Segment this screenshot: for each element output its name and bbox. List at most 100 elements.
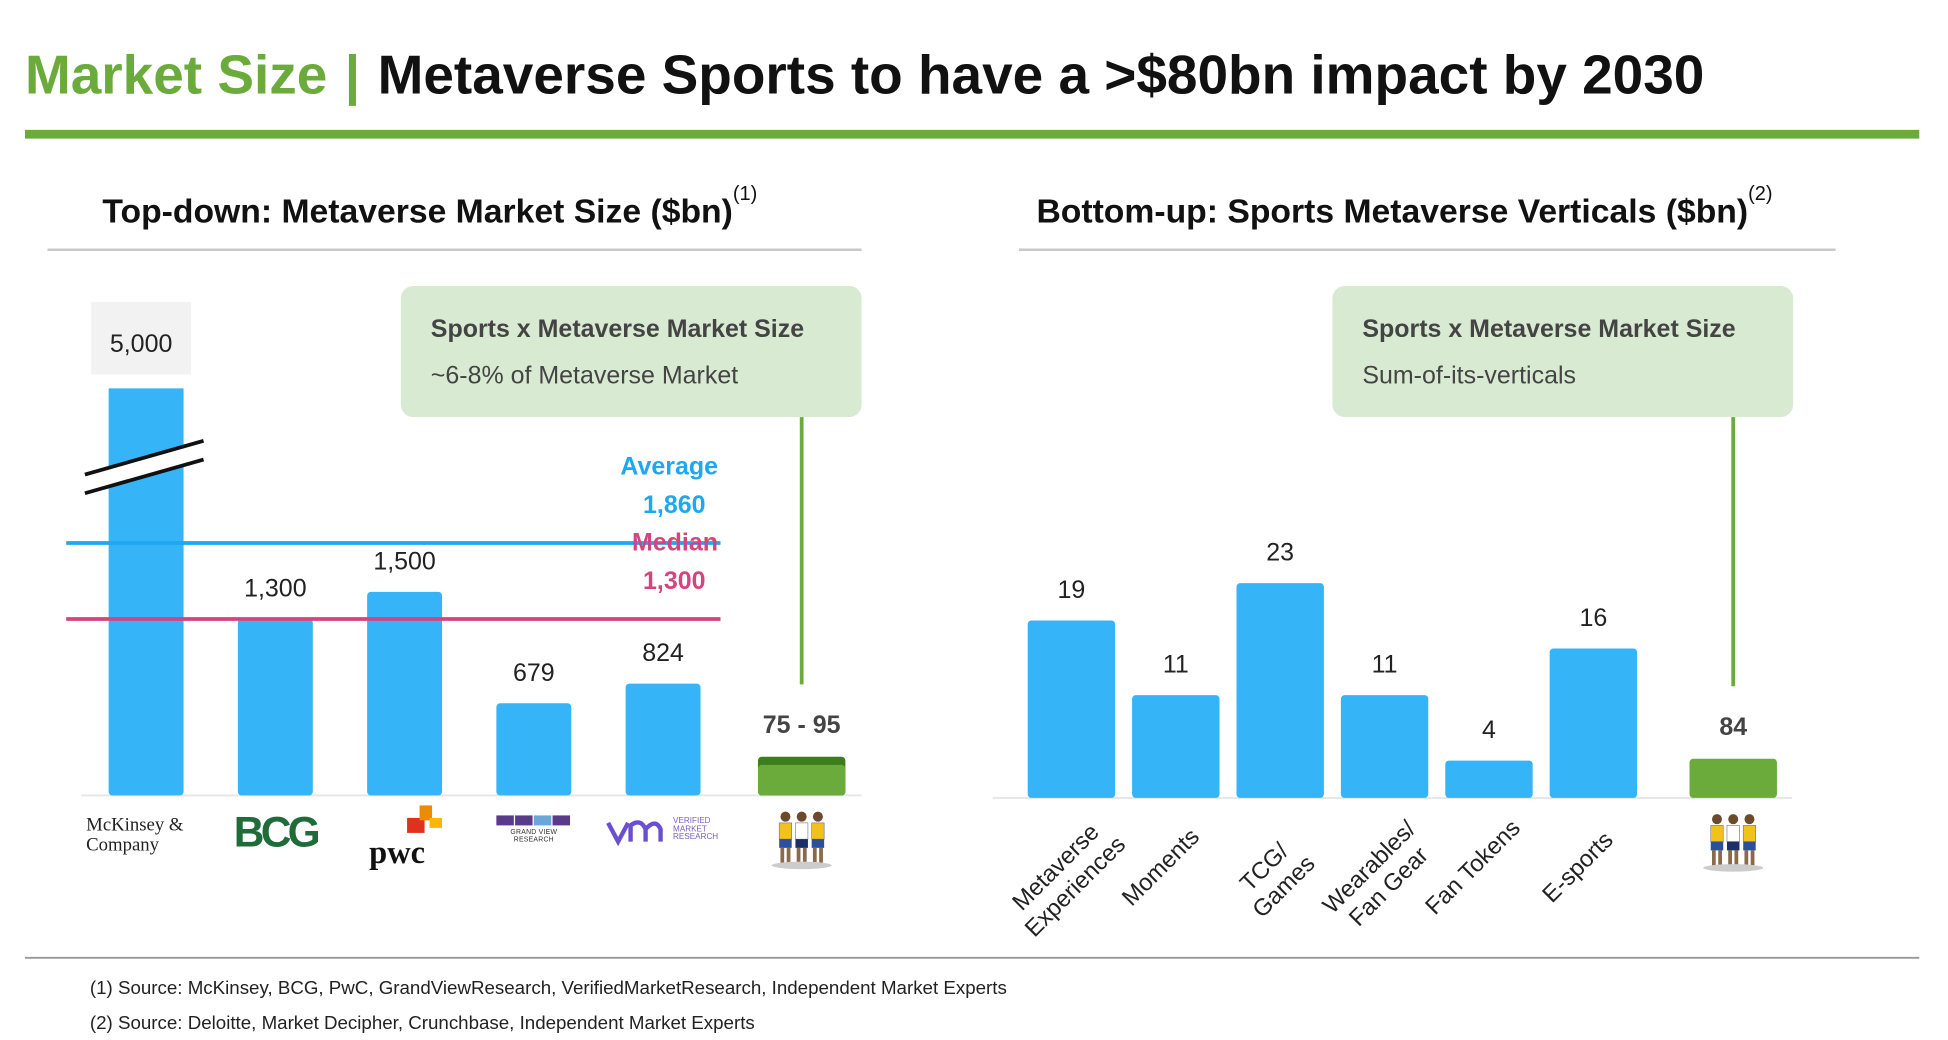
icon-part [1744,850,1749,866]
icon-part [1743,841,1756,851]
icon-part [1710,825,1724,842]
icon-part [795,822,809,840]
chart-title: Top-down: Metaverse Market Size ($bn)(1) [102,183,757,230]
icon-part [1726,841,1740,851]
reference-name: Median [632,528,718,556]
logo-mark [533,815,552,826]
logo-mark [515,815,533,826]
icon-part [819,847,823,863]
chart-title-text: Bottom-up: Sports Metaverse Verticals ($… [1036,192,1748,230]
callout-text: ~6-8% of Metaverse Market [431,361,738,389]
icon-part [1718,850,1722,866]
category-logo: pwc [369,834,426,871]
logo-mark [496,815,514,826]
footnote: (2) Source: Deloitte, Market Decipher, C… [90,1012,755,1033]
bar [625,683,701,796]
callout-title: Sports x Metaverse Market Size [431,315,804,343]
icon-part [1711,850,1716,866]
callout-box [1332,285,1794,418]
title-note: (2) [1748,183,1772,205]
bar [1236,583,1324,798]
sports-icon [1703,814,1764,872]
category-logo: VERIFIED MARKET RESEARCH [673,816,719,842]
icon-part [812,847,817,863]
title-separator: | [345,44,360,107]
category-logo: GRAND VIEW RESEARCH [510,829,558,845]
title-highlight: Market Size [25,44,327,106]
bar [1027,620,1116,798]
icon-part [786,847,791,863]
icon-part [1744,814,1755,825]
value-label: 1,500 [373,547,435,575]
icon-part [779,839,792,848]
callout-text: Sum-of-its-verticals [1362,361,1576,389]
icon-part [811,822,825,840]
label-box [91,302,192,375]
icon-part [1728,814,1739,825]
icon-part [1703,864,1764,872]
value-label: 11 [1372,651,1398,679]
icon-part [796,811,807,822]
highlight-label: 75 - 95 [763,711,841,739]
value-label: 5,000 [110,330,172,358]
bar [237,619,313,796]
sports-icon [771,811,832,870]
icon-part [1711,814,1722,825]
icon-part [1710,841,1724,851]
axis-break [84,438,205,477]
icon-part [780,811,791,822]
value-label: 824 [642,639,684,667]
bar [367,591,443,796]
icon-part [1734,850,1739,866]
value-label: 19 [1058,576,1086,604]
logo-mark [552,815,571,826]
value-label: 16 [1579,604,1607,632]
logo-mark [606,820,663,847]
bar [1549,648,1638,798]
icon-part [795,839,808,848]
chart-title-text: Top-down: Metaverse Market Size ($bn) [102,192,732,230]
reference-value: 1,300 [643,567,705,595]
bar [1340,695,1429,798]
logo-mark [429,817,443,828]
reference-name: Average [620,452,718,480]
icon-part [1750,850,1755,866]
logo-mark [407,817,425,833]
title-main: Metaverse Sports to have a >$80bn impact… [378,44,1705,106]
reference-value: 1,860 [643,491,705,519]
category-logo: BCG [233,809,321,857]
icon-part [771,861,832,870]
callout-box [400,285,862,418]
title-rule [24,129,1920,139]
icon-part [780,847,785,863]
chart-title: Bottom-up: Sports Metaverse Verticals ($… [1036,183,1772,230]
callout-title: Sports x Metaverse Market Size [1362,315,1735,343]
icon-part [1728,850,1732,866]
slide-title: Market Size | Metaverse Sports to have a >… [25,44,1704,107]
bar [108,388,184,796]
icon-part [812,811,823,822]
axis-break [84,457,205,496]
value-label: 679 [513,659,555,687]
bar [1445,760,1533,798]
axis-break [84,440,204,494]
icon-part [1726,825,1740,842]
icon-part [811,839,825,848]
value-label: 23 [1266,539,1294,567]
value-label: 11 [1163,651,1189,679]
highlight-label: 84 [1719,713,1747,741]
icon-part [778,822,793,840]
icon-part [802,847,807,863]
bar [496,703,572,796]
footnote: (1) Source: McKinsey, BCG, PwC, GrandVie… [90,977,1007,998]
logo-mark [419,805,433,821]
icon-part [796,847,801,863]
title-note: (1) [733,183,757,205]
bar [1132,695,1220,798]
value-label: 1,300 [244,575,306,603]
highlight-bar [757,764,846,796]
icon-part [1742,825,1757,842]
category-logo: McKinsey & Company [86,815,184,856]
